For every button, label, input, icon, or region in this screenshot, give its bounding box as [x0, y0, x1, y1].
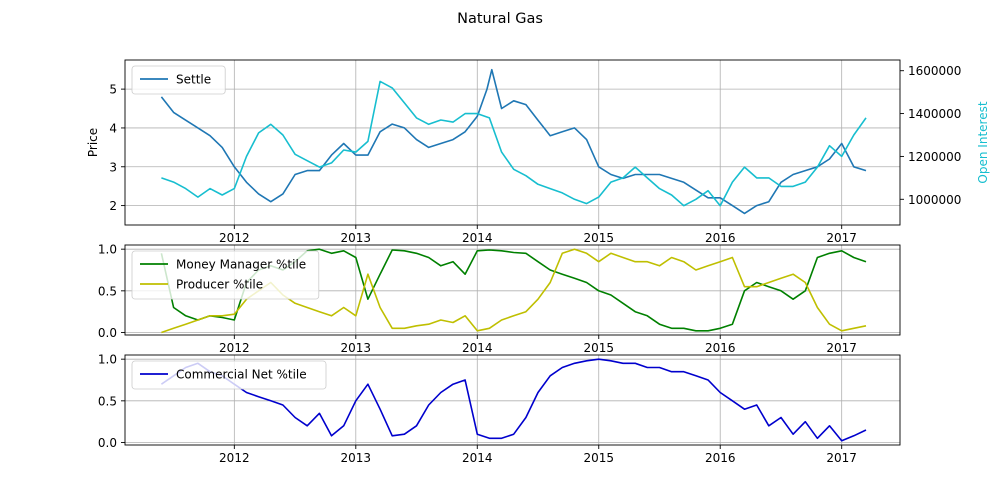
- panel-bottom: 2012 2013 2014 2015 2016 2017 0.0 0.5 1.0 Commerc…: [98, 353, 901, 465]
- legend-label: Money Manager %tile: [176, 258, 306, 272]
- x-tick-label: 2014: [462, 341, 493, 355]
- series-line-commercial-net-tile: [160, 358, 867, 442]
- legend-box: [131, 360, 327, 390]
- x-tick-label: 2017: [826, 451, 857, 465]
- x-tick-label: 2016: [705, 451, 736, 465]
- figure-title: Natural Gas: [457, 11, 543, 27]
- x-tick-label: 2012: [219, 341, 250, 355]
- x-tick-label: 2017: [826, 231, 857, 245]
- legend: Money Manager %tile Producer %tile: [131, 250, 320, 300]
- y-tick-label: 1.0: [98, 353, 117, 367]
- y2-tick-label: 1400000: [908, 107, 961, 121]
- x-tick-label: 2016: [705, 341, 736, 355]
- axes-frame: [124, 244, 901, 336]
- legend-box: [131, 250, 320, 300]
- x-tick-label: 2015: [583, 341, 614, 355]
- legend: Settle: [131, 65, 226, 95]
- panel-top: 2012 2013 2014 2015 2016 2017 2 3 4 5 1000000 12000…: [86, 59, 990, 245]
- y2-tick-label: 1000000: [908, 193, 961, 207]
- legend-box: [131, 65, 226, 95]
- legend-label: Settle: [176, 73, 211, 87]
- x-tick-label: 2013: [341, 231, 372, 245]
- y-axis-label: Price: [86, 128, 100, 157]
- y-tick-label: 0.0: [98, 436, 117, 450]
- x-tick-label: 2016: [705, 231, 736, 245]
- x-tick-label: 2014: [462, 451, 493, 465]
- y-tick-label: 3: [109, 160, 117, 174]
- y2-tick-label: 1600000: [908, 64, 961, 78]
- y-tick-label: 1.0: [98, 243, 117, 257]
- axes-frame: [124, 354, 901, 446]
- x-tick-label: 2015: [583, 451, 614, 465]
- panel-middle: 2012 2013 2014 2015 2016 2017 0.0 0.5 1.0 Money M…: [98, 243, 901, 355]
- panels: 2012 2013 2014 2015 2016 2017 2 3 4 5 1000000 12000…: [86, 59, 990, 465]
- y-tick-label: 4: [109, 121, 117, 135]
- x-tick-label: 2017: [826, 341, 857, 355]
- series-line-open-interest: [161, 80, 867, 207]
- x-tick-label: 2013: [341, 451, 372, 465]
- legend: Commercial Net %tile: [131, 360, 327, 390]
- x-tick-label: 2012: [219, 451, 250, 465]
- axes-frame: [124, 59, 901, 226]
- x-tick-label: 2013: [341, 341, 372, 355]
- y2-axis-label: Open Interest: [976, 101, 990, 183]
- y-tick-label: 0.5: [98, 284, 117, 298]
- x-tick-label: 2015: [583, 231, 614, 245]
- y-tick-label: 5: [109, 83, 117, 97]
- legend-label: Commercial Net %tile: [176, 368, 307, 382]
- x-tick-label: 2012: [219, 231, 250, 245]
- y-tick-label: 0.5: [98, 394, 117, 408]
- series-line-settle: [160, 68, 867, 215]
- y-tick-label: 0.0: [98, 326, 117, 340]
- x-tick-label: 2014: [462, 231, 493, 245]
- y-tick-label: 2: [109, 199, 117, 213]
- y2-tick-label: 1200000: [908, 150, 961, 164]
- legend-label: Producer %tile: [176, 278, 263, 292]
